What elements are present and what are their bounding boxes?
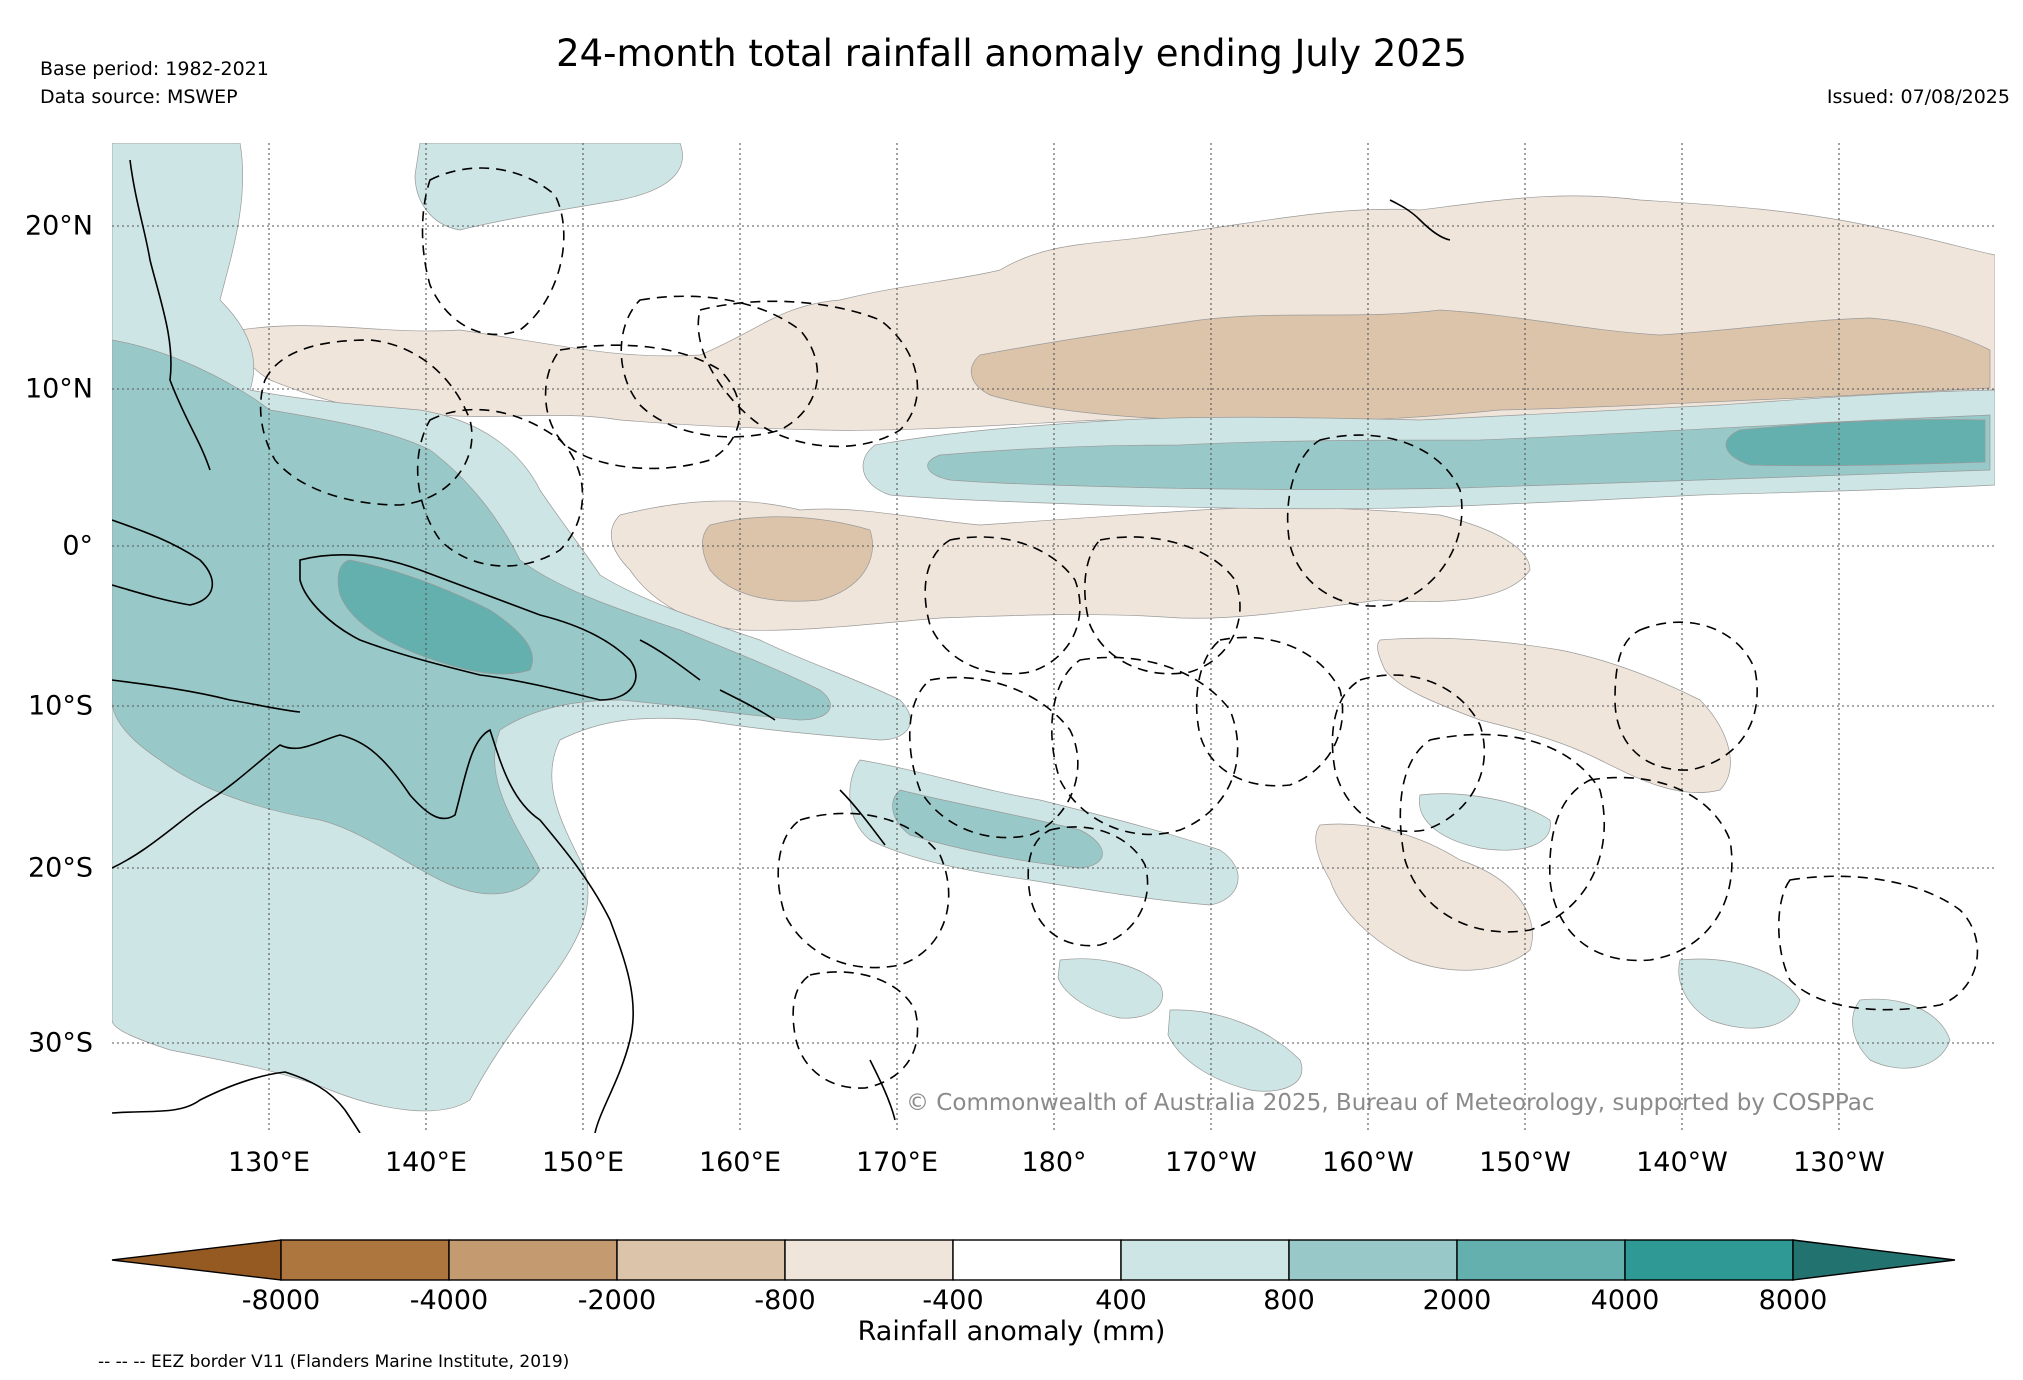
base-period-label: Base period: 1982-2021 — [40, 58, 269, 80]
lon-label-130w: 130°W — [1793, 1147, 1885, 1178]
wet-peak-itcz-east — [1725, 419, 1986, 467]
wet-core-itcz — [927, 414, 1991, 490]
colorbar-bin-8 — [1456, 1239, 1626, 1281]
eez-line-islands — [1286, 434, 1463, 607]
eez-french-polynesia-2 — [1549, 776, 1733, 962]
new-caledonia — [839, 789, 886, 846]
colorbar-tick: -400 — [922, 1285, 984, 1316]
issued-date-label: Issued: 07/08/2025 — [1826, 86, 2010, 108]
anomaly-fields — [112, 143, 1995, 1112]
wet-core-coral-sea — [892, 789, 1103, 869]
colorbar — [111, 1239, 1956, 1281]
eez-marquesas — [1614, 621, 1758, 771]
eez-vanuatu-fiji — [908, 676, 1079, 839]
eez-kermadec — [1027, 826, 1149, 947]
eez-nauru-marshall — [544, 344, 741, 470]
page-title: 24-month total rainfall anomaly ending J… — [556, 32, 1467, 75]
eez-tuvalu-tokelau — [924, 536, 1081, 675]
colorbar-bin-2 — [448, 1239, 618, 1281]
colorbar-tick: 2000 — [1422, 1285, 1492, 1316]
colorbar-tick: -800 — [754, 1285, 816, 1316]
java-coastline — [112, 679, 301, 713]
copyright-notice: © Commonwealth of Australia 2025, Bureau… — [906, 1090, 1875, 1116]
colorbar-tick: -2000 — [577, 1285, 657, 1316]
land-coastlines — [112, 159, 1451, 1133]
wet-patch-south-4 — [1852, 998, 1951, 1069]
lat-label-10s: 10°S — [28, 690, 93, 722]
dry-patch-south-central — [1377, 637, 1731, 793]
lat-label-20n: 20°N — [24, 210, 93, 242]
wet-north-west — [414, 143, 683, 231]
lon-label-130e: 130°E — [227, 1147, 311, 1178]
colorbar-bin-6 — [1120, 1239, 1290, 1281]
indonesia-borneo — [112, 519, 214, 606]
eez-norfolk — [792, 971, 919, 1089]
eez-french-polynesia-1 — [1399, 733, 1605, 933]
eez-borders — [259, 167, 1979, 1089]
wet-patch-south-2 — [1167, 1009, 1303, 1092]
colorbar-bin-1 — [280, 1239, 450, 1281]
dry-core-equatorial — [702, 516, 873, 602]
eez-northern-mariana — [421, 167, 565, 336]
wet-patch-south-3 — [1678, 958, 1801, 1029]
eez-fiji-tonga — [1051, 656, 1239, 836]
lon-label-140e: 140°E — [384, 1147, 468, 1178]
wet-patch-central-south — [1419, 793, 1551, 851]
lon-label-160e: 160°E — [698, 1147, 782, 1178]
eez-pitcairn — [1778, 875, 1979, 1011]
lon-label-180: 180° — [1021, 1147, 1087, 1178]
colorbar-tick: 800 — [1263, 1285, 1315, 1316]
philippines-coastline — [129, 159, 211, 471]
eez-samoa-niue — [1195, 636, 1344, 787]
colorbar-tick: 400 — [1095, 1285, 1147, 1316]
eez-kiribati-gilbert — [620, 295, 819, 438]
eez-border-note: -- -- -- EEZ border V11 (Flanders Marine… — [98, 1352, 570, 1372]
lat-label-0: 0° — [62, 530, 93, 562]
colorbar-tick: 4000 — [1590, 1285, 1660, 1316]
lat-label-20s: 20°S — [28, 852, 93, 884]
colorbar-title: Rainfall anomaly (mm) — [857, 1316, 1166, 1347]
data-source-label: Data source: MSWEP — [40, 86, 238, 108]
colorbar-bin-9 — [1624, 1239, 1794, 1281]
hawaii — [1389, 199, 1451, 241]
lon-label-150e: 150°E — [541, 1147, 625, 1178]
lat-label-30s: 30°S — [28, 1027, 93, 1059]
eez-cook-islands — [1331, 674, 1486, 833]
colorbar-tick: -8000 — [241, 1285, 321, 1316]
colorbar-bin-5 — [952, 1239, 1122, 1281]
eez-phoenix-islands — [1084, 536, 1241, 675]
eez-palau-png — [416, 408, 584, 567]
lon-label-150w: 150°W — [1479, 1147, 1571, 1178]
lon-label-170w: 170°W — [1165, 1147, 1257, 1178]
solomon-islands — [639, 639, 776, 721]
colorbar-bin-4 — [784, 1239, 954, 1281]
gridlines — [112, 143, 1995, 1133]
lon-label-160w: 160°W — [1322, 1147, 1414, 1178]
colorbar-bin-7 — [1288, 1239, 1458, 1281]
lon-label-170e: 170°E — [855, 1147, 939, 1178]
lat-label-10n: 10°N — [24, 373, 93, 405]
australia-south-coast — [112, 1071, 361, 1133]
colorbar-extend-low — [111, 1239, 282, 1281]
eez-marshall-north — [697, 300, 919, 448]
colorbar-bin-3 — [616, 1239, 786, 1281]
new-guinea-coastline — [299, 554, 637, 701]
wet-patch-south-1 — [1057, 958, 1163, 1019]
eez-micronesia — [259, 339, 473, 506]
dry-patch-south-east — [1315, 823, 1533, 971]
colorbar-extend-high — [1792, 1239, 1956, 1281]
new-zealand-north — [869, 1059, 896, 1121]
wet-peak-new-guinea — [337, 559, 533, 675]
australia-coastline — [112, 728, 635, 1133]
eez-new-caledonia — [777, 812, 950, 969]
colorbar-tick: 8000 — [1758, 1285, 1828, 1316]
lon-label-140w: 140°W — [1636, 1147, 1728, 1178]
colorbar-tick: -4000 — [409, 1285, 489, 1316]
